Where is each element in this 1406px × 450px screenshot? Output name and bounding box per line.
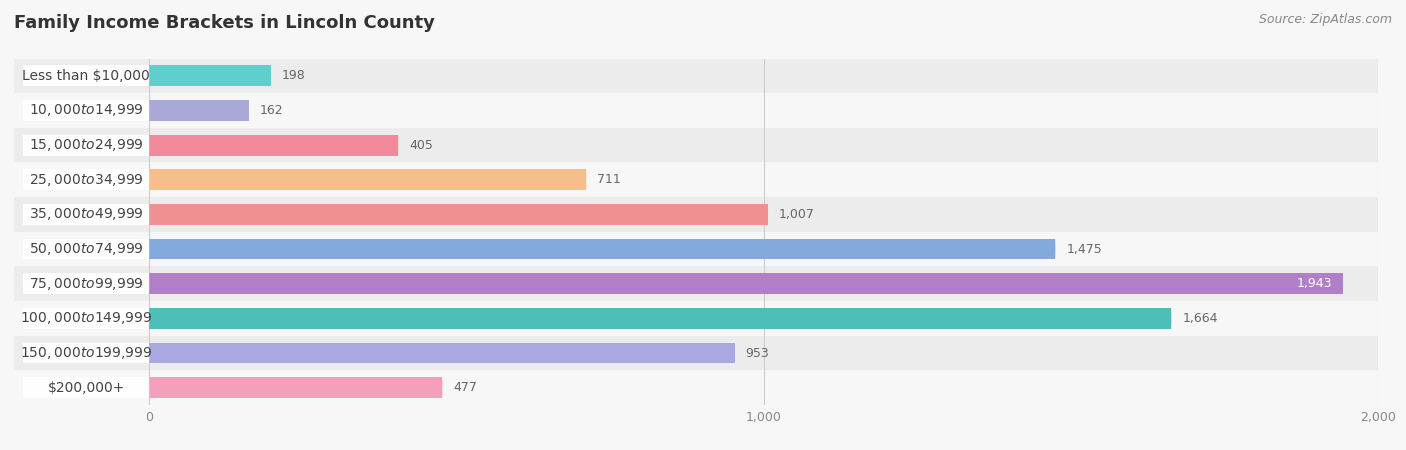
Bar: [149, 273, 1343, 294]
Text: $50,000 to $74,999: $50,000 to $74,999: [30, 241, 143, 257]
Text: $10,000 to $14,999: $10,000 to $14,999: [30, 103, 143, 118]
Bar: [149, 65, 271, 86]
Bar: [24, 100, 149, 121]
Bar: [149, 135, 398, 156]
Bar: [14, 266, 1378, 301]
Text: 477: 477: [453, 381, 477, 394]
Bar: [149, 308, 1171, 329]
Text: 1,007: 1,007: [779, 208, 815, 221]
Text: Source: ZipAtlas.com: Source: ZipAtlas.com: [1258, 14, 1392, 27]
Text: 405: 405: [409, 139, 433, 152]
Bar: [14, 370, 1378, 405]
Text: 953: 953: [745, 346, 769, 360]
Bar: [24, 65, 149, 86]
Text: $25,000 to $34,999: $25,000 to $34,999: [30, 172, 143, 188]
Bar: [24, 342, 149, 364]
Text: Family Income Brackets in Lincoln County: Family Income Brackets in Lincoln County: [14, 14, 434, 32]
Text: 1,475: 1,475: [1066, 243, 1102, 256]
Bar: [24, 135, 149, 156]
Bar: [24, 204, 149, 225]
Text: $200,000+: $200,000+: [48, 381, 125, 395]
Bar: [24, 273, 149, 294]
Bar: [14, 197, 1378, 232]
Text: $150,000 to $199,999: $150,000 to $199,999: [20, 345, 152, 361]
Bar: [149, 342, 735, 364]
Bar: [14, 162, 1378, 197]
Bar: [14, 128, 1378, 162]
Bar: [149, 204, 768, 225]
Bar: [149, 238, 1056, 260]
Bar: [24, 238, 149, 260]
Text: 162: 162: [260, 104, 284, 117]
Bar: [24, 377, 149, 398]
Text: $15,000 to $24,999: $15,000 to $24,999: [30, 137, 143, 153]
Bar: [149, 100, 249, 121]
Text: $75,000 to $99,999: $75,000 to $99,999: [30, 276, 143, 292]
Text: $100,000 to $149,999: $100,000 to $149,999: [20, 310, 152, 326]
Text: 1,664: 1,664: [1182, 312, 1218, 325]
Bar: [14, 301, 1378, 336]
Bar: [14, 93, 1378, 128]
Text: 198: 198: [283, 69, 305, 82]
Text: $35,000 to $49,999: $35,000 to $49,999: [30, 207, 143, 222]
Bar: [14, 232, 1378, 266]
Bar: [14, 336, 1378, 370]
Bar: [14, 58, 1378, 93]
Bar: [24, 308, 149, 329]
Bar: [24, 169, 149, 190]
Text: 711: 711: [598, 173, 621, 186]
Text: Less than $10,000: Less than $10,000: [22, 69, 150, 83]
Bar: [149, 377, 443, 398]
Bar: [149, 169, 586, 190]
Text: 1,943: 1,943: [1296, 277, 1331, 290]
